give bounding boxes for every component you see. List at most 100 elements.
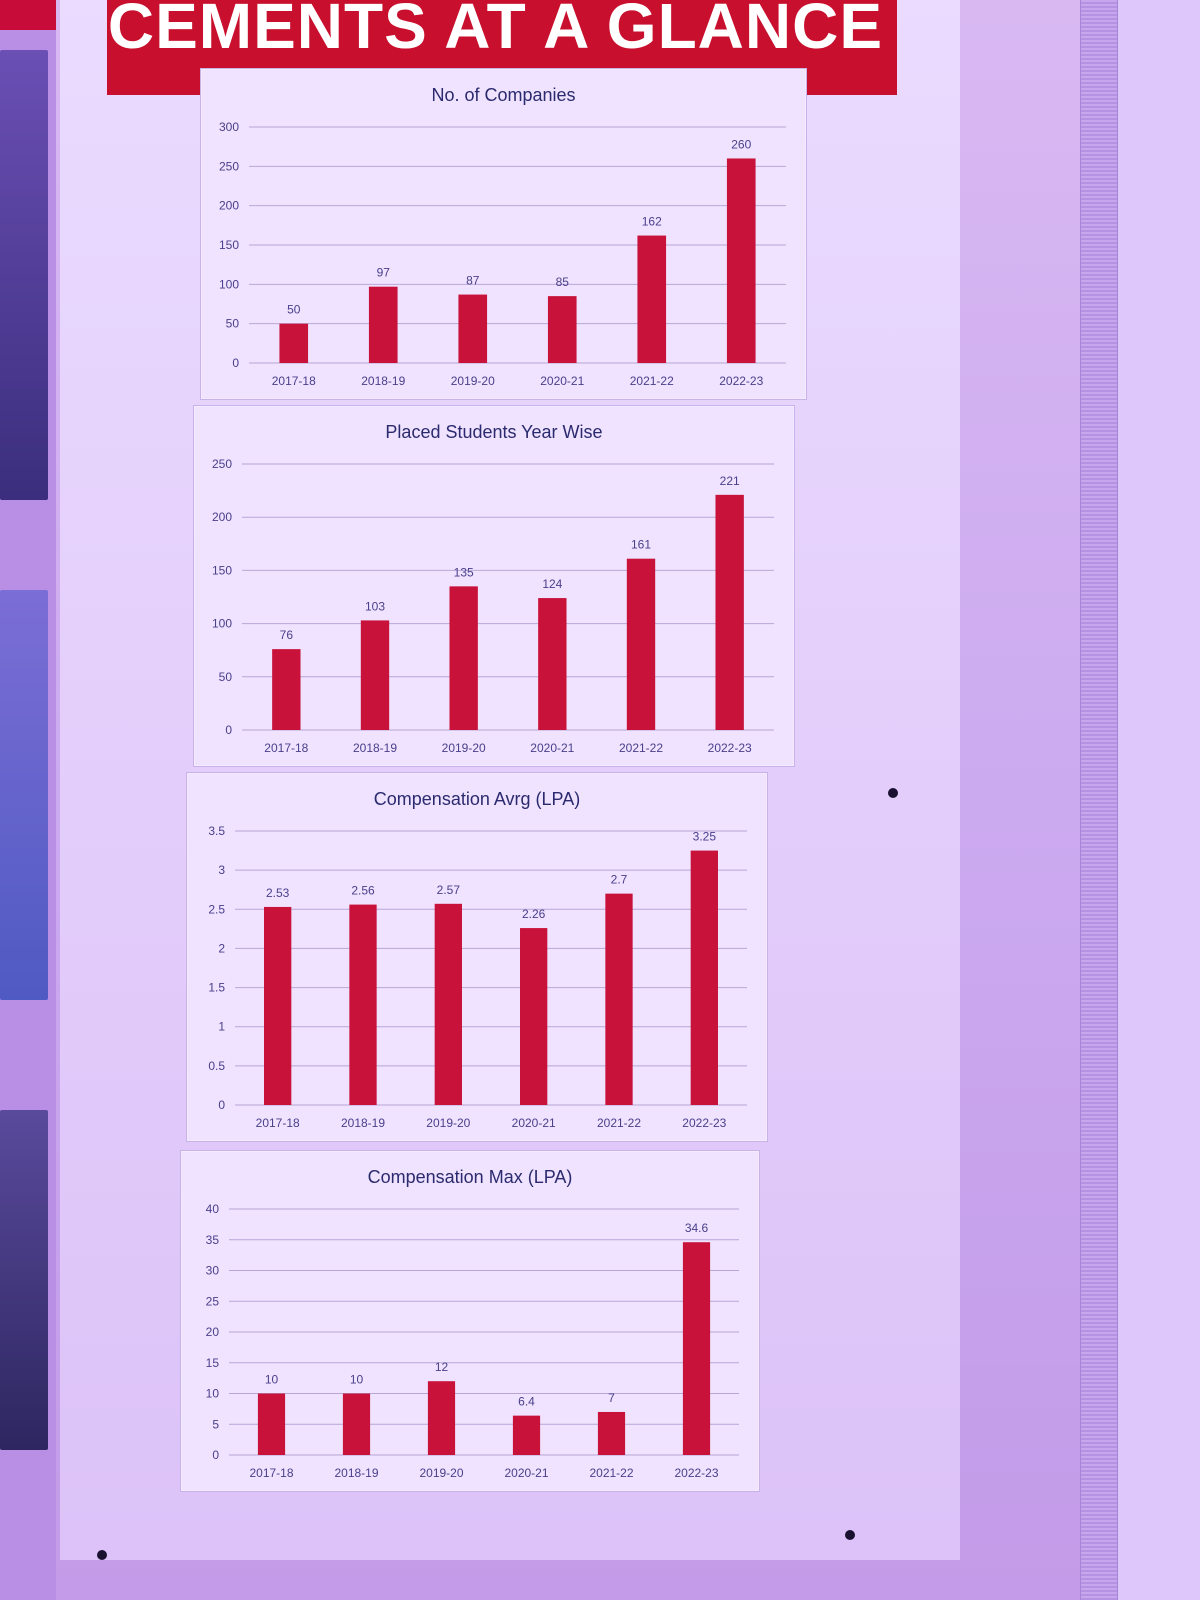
chart-svg: No. of Companies 0 50 100 150 200 250 300 50 2017…: [219, 85, 786, 388]
data-label: 6.4: [518, 1395, 535, 1409]
data-label: 12: [435, 1360, 449, 1374]
x-tick-label: 2018-19: [341, 1116, 385, 1130]
chart-title: No. of Companies: [431, 85, 575, 105]
y-tick-label: 250: [219, 159, 239, 173]
banner-title: ACEMENTS AT A GLANCE: [107, 0, 883, 62]
bar: [279, 323, 309, 363]
x-tick-label: 2022-23: [708, 741, 752, 755]
chart-panel-compensation-avg: Compensation Avrg (LPA) 0 0.5 1 1.5 2 2.5 3 3.5 2…: [186, 772, 768, 1142]
data-label: 7: [608, 1391, 615, 1405]
y-tick-label: 40: [206, 1202, 220, 1216]
bar: [449, 586, 478, 730]
bar: [682, 1242, 711, 1455]
data-label: 162: [642, 215, 662, 229]
chart-panel-compensation-max: Compensation Max (LPA) 0 5 10 15 20 25 30 35 40 10…: [180, 1150, 760, 1492]
x-tick-label: 2021-22: [589, 1466, 633, 1480]
x-tick-label: 2020-21: [530, 741, 574, 755]
x-tick-label: 2022-23: [719, 374, 763, 388]
y-tick-label: 5: [212, 1417, 219, 1431]
bar: [626, 558, 656, 730]
x-tick-label: 2021-22: [597, 1116, 641, 1130]
bar: [726, 158, 756, 363]
left-red-corner: [0, 0, 56, 30]
y-tick-label: 200: [212, 510, 232, 524]
y-tick-label: 0: [232, 356, 239, 370]
data-label: 2.7: [611, 873, 628, 887]
data-label: 124: [542, 577, 562, 591]
x-tick-label: 2017-18: [264, 741, 308, 755]
right-wall: [1118, 0, 1200, 1600]
data-label: 10: [350, 1373, 364, 1387]
x-tick-label: 2020-21: [504, 1466, 548, 1480]
data-label: 260: [731, 137, 751, 151]
x-tick-label: 2022-23: [674, 1466, 718, 1480]
y-tick-label: 35: [206, 1233, 220, 1247]
x-tick-label: 2021-22: [630, 374, 674, 388]
data-label: 2.57: [437, 883, 461, 897]
bar: [605, 893, 633, 1105]
chart-svg: Compensation Max (LPA) 0 5 10 15 20 25 30 35 40 10…: [206, 1167, 739, 1480]
chart-panel-companies: No. of Companies 0 50 100 150 200 250 300 50 2017…: [200, 68, 807, 400]
x-tick-label: 2020-21: [540, 374, 584, 388]
side-photo: [0, 590, 48, 1000]
chart-svg: Compensation Avrg (LPA)00.511.522.533.52…: [208, 789, 747, 1130]
data-label: 2.26: [522, 907, 546, 921]
x-tick-label: 2018-19: [334, 1466, 378, 1480]
data-label: 2.53: [266, 886, 290, 900]
data-label: 2.56: [351, 884, 375, 898]
y-tick-label: 0: [218, 1098, 225, 1112]
y-tick-label: 1.5: [208, 981, 225, 995]
y-tick-label: 200: [219, 199, 239, 213]
bar: [458, 294, 488, 363]
pin: [888, 788, 898, 798]
bar: [427, 1381, 456, 1455]
y-tick-label: 2.5: [208, 902, 225, 916]
y-tick-label: 30: [206, 1264, 220, 1278]
x-tick-label: 2017-18: [272, 374, 316, 388]
y-tick-label: 20: [206, 1325, 220, 1339]
data-label: 76: [280, 628, 294, 642]
chart-title: Compensation Max (LPA): [368, 1167, 573, 1187]
data-label: 103: [365, 599, 385, 613]
bar: [637, 235, 667, 363]
data-label: 161: [631, 538, 651, 552]
x-tick-label: 2020-21: [512, 1116, 556, 1130]
data-label: 34.6: [685, 1221, 709, 1235]
pin: [97, 1550, 107, 1560]
y-tick-label: 0: [225, 723, 232, 737]
data-label: 3.25: [693, 830, 717, 844]
x-tick-label: 2018-19: [361, 374, 405, 388]
bar: [512, 1415, 541, 1455]
data-label: 97: [377, 266, 391, 280]
bar: [368, 286, 398, 363]
x-tick-label: 2021-22: [619, 741, 663, 755]
x-tick-label: 2019-20: [451, 374, 495, 388]
y-tick-label: 100: [219, 277, 239, 291]
y-tick-label: 0: [212, 1448, 219, 1462]
y-tick-label: 2: [218, 941, 225, 955]
y-tick-label: 15: [206, 1356, 220, 1370]
bar: [360, 620, 390, 730]
bar: [434, 903, 462, 1105]
bar: [342, 1393, 371, 1455]
y-tick-label: 3: [218, 863, 225, 877]
chart-title: Compensation Avrg (LPA): [374, 789, 580, 809]
x-tick-label: 2019-20: [419, 1466, 463, 1480]
data-label: 135: [454, 565, 474, 579]
y-tick-label: 250: [212, 457, 232, 471]
y-tick-label: 10: [206, 1387, 220, 1401]
data-label: 50: [287, 303, 301, 317]
y-tick-label: 300: [219, 120, 239, 134]
chart-svg: Placed Students Year Wise 0 50 100 150 200 250…: [212, 422, 774, 755]
y-tick-label: 150: [219, 238, 239, 252]
y-tick-label: 25: [206, 1294, 220, 1308]
side-photo: [0, 50, 48, 500]
bar: [547, 296, 577, 363]
y-tick-label: 1: [218, 1020, 225, 1034]
side-photo: [0, 1110, 48, 1450]
bar: [715, 494, 744, 730]
y-tick-label: 0.5: [208, 1059, 225, 1073]
y-tick-label: 50: [226, 317, 240, 331]
data-label: 221: [720, 474, 740, 488]
y-tick-label: 150: [212, 563, 232, 577]
